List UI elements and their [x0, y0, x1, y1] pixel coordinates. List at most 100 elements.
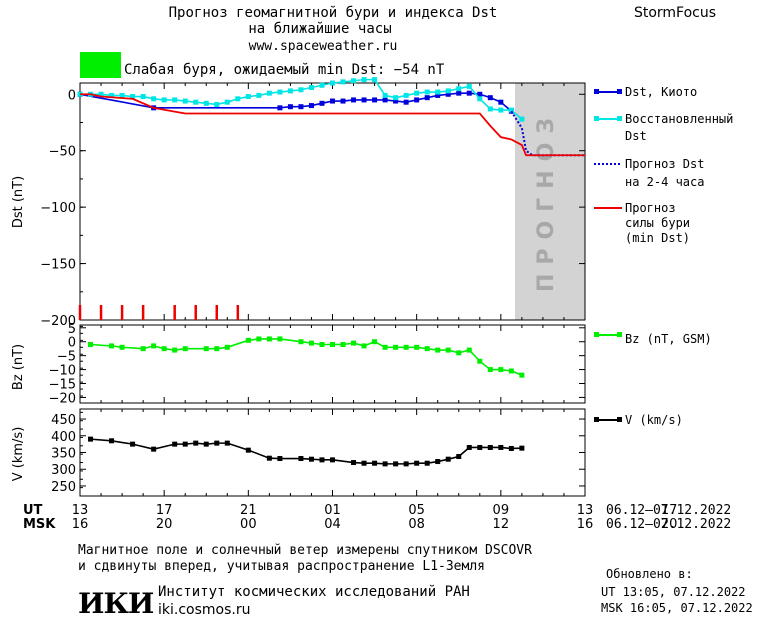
dst-kyoto-point	[477, 91, 483, 97]
bz-point	[519, 372, 525, 378]
dst-restored-point	[330, 80, 335, 86]
dst-kyoto-point	[372, 97, 378, 103]
v-point	[266, 455, 272, 461]
msk-label: MSK	[23, 517, 56, 532]
dst-restored-point	[498, 107, 504, 113]
bz-point	[382, 344, 388, 350]
v-point	[498, 444, 504, 450]
msk-tick-label: 16	[72, 517, 89, 532]
dst-restored-point	[351, 78, 357, 84]
dst-kyoto-point	[277, 105, 283, 111]
msk-tick-label: 08	[408, 517, 425, 532]
bz-point	[351, 340, 357, 346]
storm-forecast-line	[80, 93, 585, 157]
legend-restored-1: Восстановленный	[625, 112, 733, 126]
y-tick-label: −20	[49, 391, 76, 406]
ut-label: UT	[23, 503, 43, 518]
legend: Dst, Киото Восстановленный Dst Прогноз D…	[594, 85, 733, 427]
bz-point	[372, 339, 378, 345]
bz-point	[435, 347, 441, 353]
v-point	[319, 457, 325, 463]
dst-restored-point	[224, 99, 230, 105]
dst-kyoto-point	[319, 100, 325, 106]
time-axis: UT MSK 06.12–07.12.2022 06.12–07.12.2022…	[23, 503, 731, 532]
v-point	[403, 461, 409, 467]
bz-point	[498, 367, 504, 373]
bz-point	[109, 343, 115, 349]
legend-forecast-2: на 2-4 часа	[625, 175, 704, 189]
legend-v: V (km/s)	[625, 413, 683, 427]
v-point	[224, 440, 230, 446]
bz-point	[214, 346, 220, 352]
dst-restored-point	[130, 94, 136, 100]
bz-point	[119, 344, 125, 350]
dst-restored-point	[193, 99, 199, 105]
dst-restored-point	[172, 97, 178, 103]
dst-restored-point	[203, 100, 209, 106]
legend-kyoto-marker	[594, 89, 599, 94]
dst-kyoto-point	[330, 98, 335, 104]
v-point	[456, 454, 462, 460]
v-marks	[88, 436, 525, 467]
institute-name: Институт космических исследований РАН	[158, 584, 470, 600]
dst-restored-point	[424, 89, 430, 95]
iki-logo: ИКИ	[78, 587, 154, 620]
ut-tick-label: 13	[577, 503, 594, 518]
bz-marks	[88, 336, 525, 378]
y-tick-label: −100	[40, 201, 76, 216]
v-point	[477, 444, 483, 450]
bz-point	[445, 347, 451, 353]
bz-panel-frame	[79, 324, 586, 404]
v-point	[519, 445, 525, 451]
dst-restored-point	[519, 116, 525, 122]
dst-restored-point	[287, 88, 293, 94]
ut-tick-label: 17	[156, 503, 173, 518]
v-point	[298, 456, 304, 462]
v-point	[424, 460, 430, 466]
bz-point	[245, 337, 251, 343]
updated-msk: MSK 16:05, 07.12.2022	[601, 601, 753, 615]
dst-kyoto-point	[498, 99, 504, 105]
y-tick-label: 350	[51, 447, 76, 462]
v-line	[90, 438, 522, 465]
bz-point	[340, 342, 346, 347]
v-point	[172, 441, 178, 447]
dst-restored-point	[298, 87, 304, 93]
v-y-axis-label: V (km/s)	[11, 427, 26, 482]
forecast-region-label: ПРОГНОЗ	[534, 109, 559, 292]
v-point	[414, 460, 420, 466]
v-point	[393, 461, 399, 467]
bz-point	[140, 346, 146, 352]
bz-point	[319, 342, 325, 347]
dst-kyoto-point	[351, 97, 357, 103]
dst-kyoto-point	[456, 90, 462, 96]
bz-point	[403, 344, 409, 350]
dst-kyoto-point	[403, 99, 409, 105]
bz-panel: 50−5−10−15−20 Bz (nT)	[11, 322, 586, 406]
alert-swatch	[80, 52, 121, 78]
ut-tick-label: 13	[72, 503, 89, 518]
v-point	[361, 460, 367, 466]
legend-restored-marker-2	[617, 116, 622, 121]
ut-tick-label: 01	[324, 503, 341, 518]
alert-text: Слабая буря, ожидаемый min Dst: −54 nT	[124, 62, 445, 78]
legend-bz-marker-2	[617, 332, 622, 337]
dst-kyoto-point	[445, 91, 451, 97]
bz-point	[414, 344, 420, 350]
y-tick-label: −50	[49, 145, 76, 160]
msk-tick-label: 04	[324, 517, 341, 532]
msk-tick-label: 20	[156, 517, 173, 532]
dst-restored-point	[245, 94, 251, 100]
dst-restored-point	[361, 77, 367, 83]
msk-tick-label: 00	[240, 517, 257, 532]
dst-kyoto-point	[487, 95, 493, 101]
y-tick-label: 0	[68, 336, 76, 351]
legend-bz: Bz (nT, GSM)	[625, 332, 712, 346]
dst-restored-point	[109, 92, 115, 98]
y-tick-label: 400	[51, 430, 76, 445]
dst-restored-point	[161, 97, 167, 103]
ut-date-range: 06.12–07.12.2022	[606, 503, 731, 518]
dst-restored-point	[119, 92, 125, 98]
bz-point	[466, 347, 472, 353]
